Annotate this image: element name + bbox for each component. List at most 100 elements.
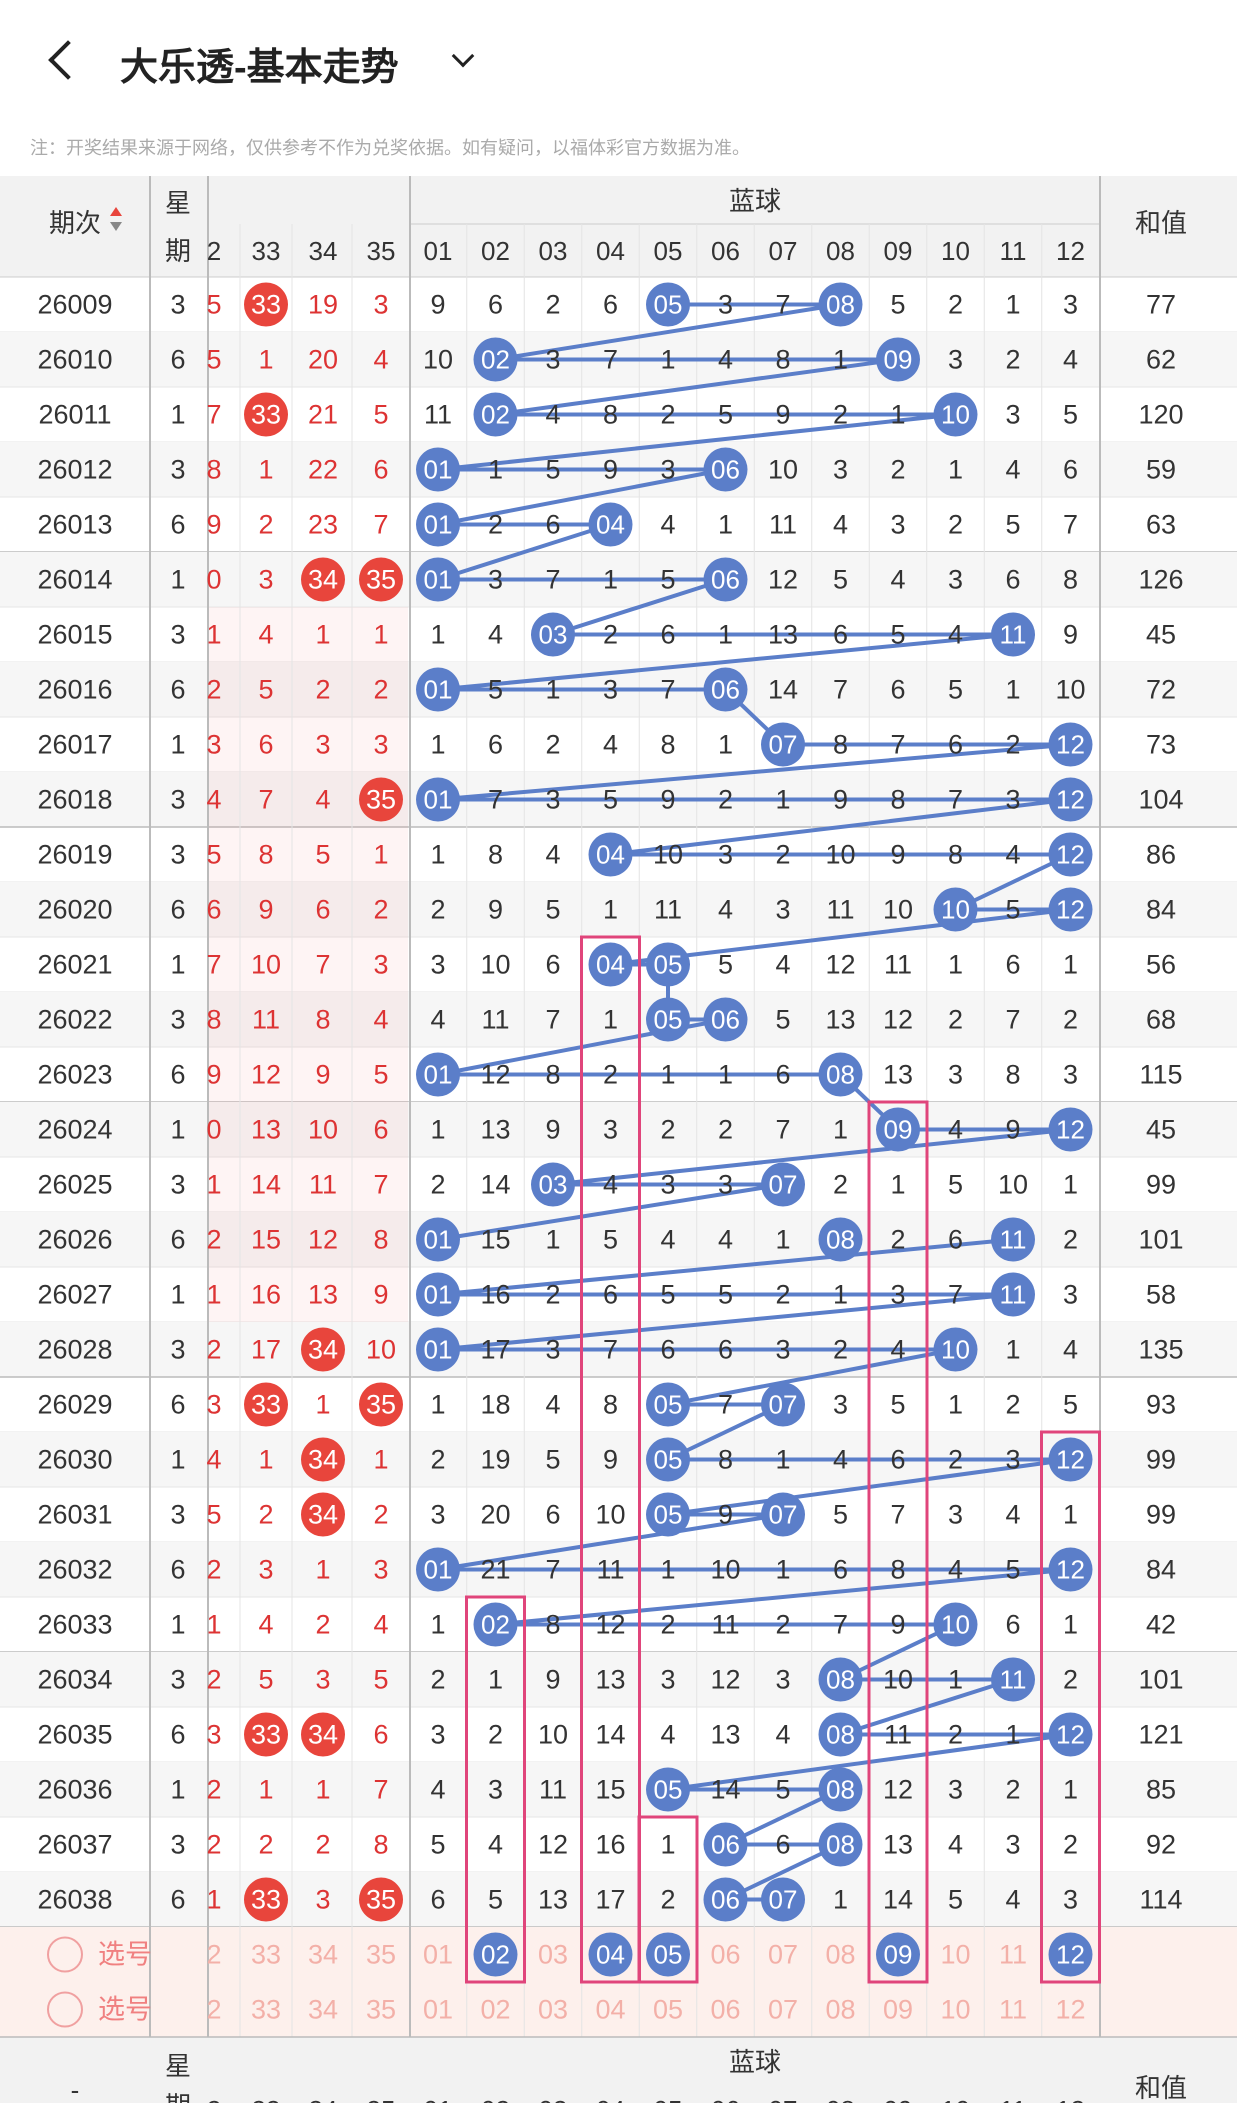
pick-blue-number[interactable]: 04 xyxy=(595,1995,625,2025)
blue-miss-count: 3 xyxy=(948,565,963,595)
blue-ball-number: 11 xyxy=(1000,1280,1027,1310)
front-miss-count: 8 xyxy=(206,455,221,485)
pick-label[interactable]: 选号 xyxy=(98,1995,152,2025)
front-miss-count: 0 xyxy=(206,565,221,595)
pick-blue-number[interactable]: 06 xyxy=(710,1940,740,1970)
pick-blue-number[interactable]: 11 xyxy=(999,1995,1027,2025)
blue-ball xyxy=(818,1822,863,1867)
highlight-box xyxy=(1040,1430,1101,1984)
blue-miss-count: 9 xyxy=(430,290,445,320)
back-arrow-icon[interactable] xyxy=(44,36,84,86)
blue-miss-count: 5 xyxy=(1005,510,1020,540)
pick-front-number[interactable]: 2 xyxy=(206,1995,221,2025)
pick-blue-number[interactable]: 01 xyxy=(423,1995,453,2025)
pick-blue-number[interactable]: 04 xyxy=(596,1940,625,1970)
blue-miss-count: 7 xyxy=(1005,1005,1020,1035)
pick-front-number[interactable]: 34 xyxy=(308,1940,338,1970)
sort-down-icon[interactable] xyxy=(110,222,122,231)
front-highlight xyxy=(208,662,408,717)
front-col-header: 34 xyxy=(309,236,338,266)
blue-miss-count: 1 xyxy=(430,840,445,870)
blue-ball xyxy=(761,1382,805,1427)
pick-blue-number[interactable]: 10 xyxy=(940,1995,970,2025)
pick-blue-selected[interactable] xyxy=(588,1932,633,1977)
pick-blue-number[interactable]: 12 xyxy=(1055,1995,1085,2025)
front-miss-count: 2 xyxy=(315,675,330,705)
pick-blue-number[interactable]: 08 xyxy=(825,1940,855,1970)
pick-blue-number[interactable]: 11 xyxy=(999,1940,1027,1970)
blue-miss-count: 10 xyxy=(595,1500,625,1530)
pick-label[interactable]: 选号 xyxy=(98,1940,152,1970)
blue-miss-count: 2 xyxy=(1063,1225,1078,1255)
blue-miss-count: 3 xyxy=(488,1775,503,1805)
pick-blue-number[interactable]: 08 xyxy=(825,1995,855,2025)
pick-blue-number[interactable]: 02 xyxy=(480,1995,510,2025)
pick-blue-number[interactable]: 07 xyxy=(768,1940,798,1970)
blue-ball-number: 01 xyxy=(424,455,453,485)
blue-ball-number: 02 xyxy=(481,400,510,430)
blue-miss-count: 1 xyxy=(1005,1720,1020,1750)
blue-ball xyxy=(818,282,863,327)
pick-blue-number[interactable]: 07 xyxy=(768,1995,798,2025)
pick-blue-number[interactable]: 12 xyxy=(1056,1940,1085,1970)
weekday-cell: 6 xyxy=(170,345,185,375)
pick-blue-selected[interactable] xyxy=(1048,1932,1093,1977)
pick-front-number[interactable]: 35 xyxy=(366,1940,396,1970)
pick-front-number[interactable]: 33 xyxy=(251,1995,281,2025)
blue-ball-number: 06 xyxy=(711,1005,740,1035)
blue-miss-count: 1 xyxy=(775,1225,790,1255)
front-miss-count: 7 xyxy=(373,1775,388,1805)
pick-front-number[interactable]: 33 xyxy=(251,1940,281,1970)
blue-miss-count: 6 xyxy=(833,1555,848,1585)
blue-miss-count: 4 xyxy=(1005,1500,1020,1530)
pick-blue-number[interactable]: 02 xyxy=(481,1940,510,1970)
period-cell: 26010 xyxy=(37,345,112,375)
blue-ball-number: 08 xyxy=(826,1665,855,1695)
pick-blue-number[interactable]: 03 xyxy=(538,1995,568,2025)
col-period-header[interactable]: 期次 xyxy=(49,208,101,238)
pick-blue-number[interactable]: 05 xyxy=(654,1940,683,1970)
blue-miss-count: 3 xyxy=(603,675,618,705)
blue-miss-count: 6 xyxy=(545,1500,560,1530)
blue-miss-count: 2 xyxy=(948,1720,963,1750)
blue-miss-count: 1 xyxy=(430,620,445,650)
pick-radio[interactable] xyxy=(47,1936,83,1973)
blue-ball xyxy=(531,1162,575,1207)
blue-miss-count: 11 xyxy=(711,1610,739,1640)
blue-miss-count: 3 xyxy=(545,785,560,815)
footer-front-header: 33 xyxy=(252,2095,281,2103)
pick-blue-selected[interactable] xyxy=(473,1932,518,1977)
pick-front-number[interactable]: 2 xyxy=(206,1940,221,1970)
pick-radio[interactable] xyxy=(47,1991,83,2028)
pick-blue-number[interactable]: 01 xyxy=(423,1940,453,1970)
pick-blue-number[interactable]: 09 xyxy=(883,1995,913,2025)
pick-front-number[interactable]: 34 xyxy=(308,1995,338,2025)
pick-blue-selected[interactable] xyxy=(646,1932,690,1977)
blue-miss-count: 9 xyxy=(1063,620,1078,650)
sort-up-icon[interactable] xyxy=(110,207,122,216)
sum-cell: 104 xyxy=(1138,785,1183,815)
period-cell: 26018 xyxy=(37,785,112,815)
blue-ball-number: 07 xyxy=(769,1390,798,1420)
period-cell: 26033 xyxy=(37,1610,112,1640)
blue-miss-count: 5 xyxy=(948,675,963,705)
pick-blue-number[interactable]: 09 xyxy=(884,1940,913,1970)
chevron-down-icon[interactable] xyxy=(448,46,478,76)
blue-miss-count: 8 xyxy=(660,730,675,760)
pick-blue-number[interactable]: 05 xyxy=(653,1995,683,2025)
blue-miss-count: 4 xyxy=(660,1225,675,1255)
weekday-cell: 1 xyxy=(170,1445,185,1475)
pick-front-number[interactable]: 35 xyxy=(366,1995,396,2025)
front-miss-count: 1 xyxy=(206,1280,221,1310)
weekday-cell: 3 xyxy=(170,1005,185,1035)
front-miss-count: 10 xyxy=(308,1115,338,1145)
blue-miss-count: 2 xyxy=(890,1225,905,1255)
red-ball xyxy=(359,557,403,602)
pick-blue-number[interactable]: 03 xyxy=(538,1940,568,1970)
blue-miss-count: 12 xyxy=(538,1830,568,1860)
pick-blue-selected[interactable] xyxy=(876,1932,920,1977)
pick-blue-number[interactable]: 10 xyxy=(940,1940,970,1970)
footer-blue-header: 07 xyxy=(769,2095,798,2103)
blue-miss-count: 1 xyxy=(833,1115,848,1145)
pick-blue-number[interactable]: 06 xyxy=(710,1995,740,2025)
